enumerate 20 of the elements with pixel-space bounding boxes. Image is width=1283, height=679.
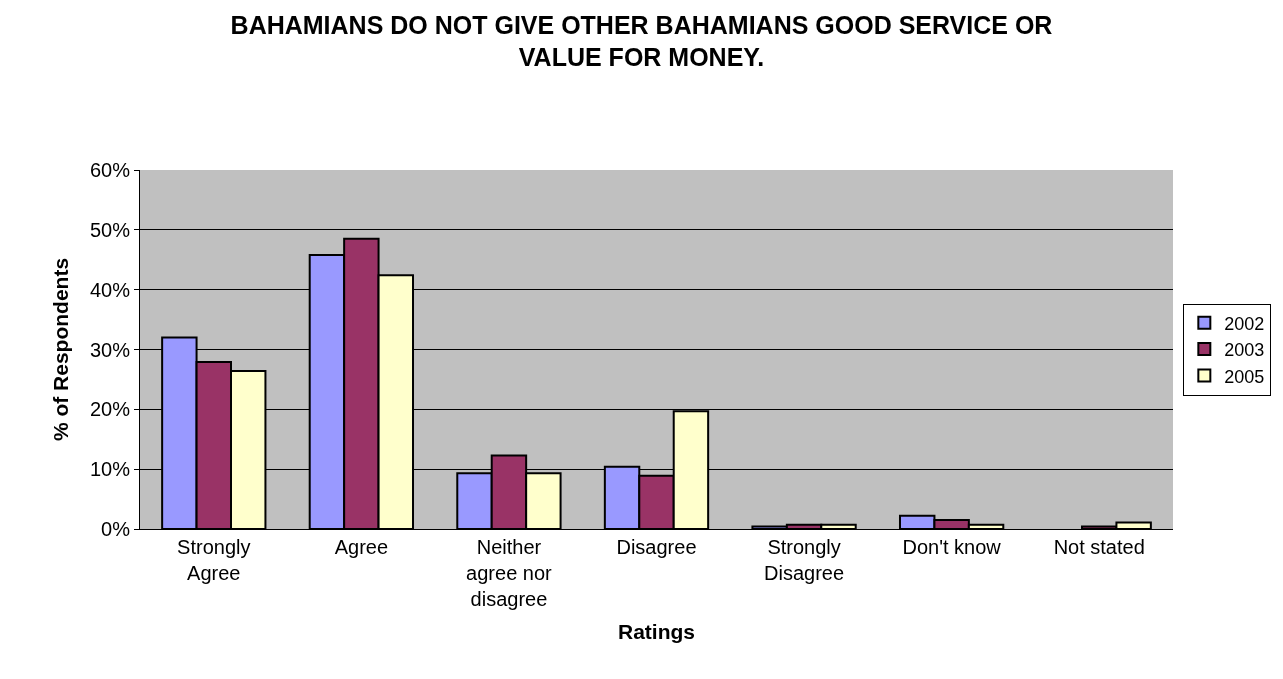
- x-tick-label: Agree: [334, 536, 389, 558]
- y-tick-label: 30%: [89, 338, 131, 361]
- chart-title: BAHAMIANS DO NOT GIVE OTHER BAHAMIANS GOOD SERVICE OR VALUE FOR MONEY.: [230, 10, 1053, 72]
- y-tick-label: 10%: [89, 458, 131, 481]
- y-axis-title: % of Respondents: [49, 257, 73, 442]
- y-tick-label: 0%: [101, 518, 131, 540]
- legend-label: 2005: [1224, 366, 1265, 387]
- y-tick-label: 40%: [89, 278, 131, 301]
- y-tick-label: 50%: [89, 218, 131, 241]
- legend-label: 2003: [1224, 340, 1265, 361]
- x-tick-label: Not stated: [1053, 536, 1145, 558]
- legend-label: 2002: [1224, 313, 1265, 334]
- x-tick-label: Strongly Agree: [177, 536, 251, 584]
- y-tick-label: 20%: [89, 398, 131, 421]
- x-tick-label: Neither agree nor disagree: [466, 536, 553, 610]
- x-tick-label: Disagree: [616, 536, 697, 558]
- x-axis-title: Ratings: [617, 620, 696, 644]
- x-tick-label: Strongly Disagree: [764, 536, 845, 584]
- y-tick-label: 60%: [89, 159, 131, 181]
- x-tick-label: Don't know: [902, 536, 1002, 558]
